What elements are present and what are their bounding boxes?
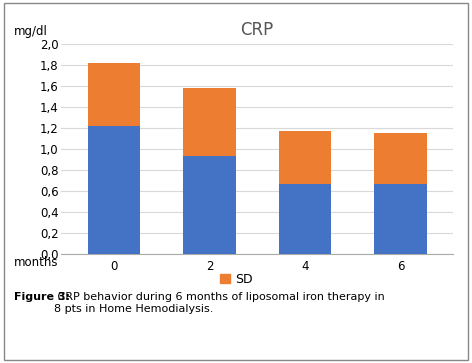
Text: mg/dl: mg/dl — [14, 25, 48, 38]
Bar — [183, 88, 236, 156]
Bar — [374, 133, 427, 184]
Text: Figure 3:: Figure 3: — [14, 292, 70, 302]
Bar — [88, 62, 140, 126]
Bar — [279, 131, 331, 184]
Bar — [88, 126, 140, 254]
Title: CRP: CRP — [241, 21, 274, 39]
Text: CRP behavior during 6 months of liposomal iron therapy in
8 pts in Home Hemodial: CRP behavior during 6 months of liposoma… — [54, 292, 385, 314]
Text: months: months — [14, 256, 59, 269]
Bar — [374, 184, 427, 254]
Legend: SD: SD — [219, 273, 253, 286]
Bar — [183, 156, 236, 254]
Bar — [279, 184, 331, 254]
